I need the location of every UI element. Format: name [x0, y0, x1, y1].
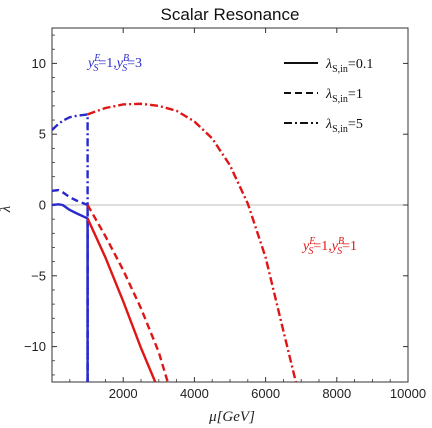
- x-axis-title: μ[GeV]: [208, 409, 255, 425]
- series-line-red-solid: [86, 217, 157, 382]
- x-tick-label: 10000: [390, 386, 426, 401]
- y-axis-title: λ: [0, 205, 14, 213]
- series-line-red-dashdot: [87, 102, 298, 382]
- legend-label: λS,in=0.1: [325, 57, 373, 75]
- y-tick-label: 0: [39, 198, 46, 213]
- y-tick-label: 10: [32, 56, 46, 71]
- x-tick-label: 2000: [109, 386, 138, 401]
- legend-label: λS,in=1: [325, 87, 363, 105]
- series-line-red-dashed: [86, 204, 169, 382]
- x-tick-label: 6000: [251, 386, 280, 401]
- series-line-blue-dashdot: [52, 113, 89, 382]
- y-tick-label: −5: [31, 268, 46, 283]
- x-tick-label: 8000: [322, 386, 351, 401]
- legend: λS,in=0.1 λS,in=1 λS,in=5: [284, 57, 373, 135]
- annotations: yE S=1,yB S=3 yE S=1,yB S=1: [86, 53, 357, 257]
- series-group: [52, 102, 298, 382]
- annotation-top-left: yE S=1,yB S=3: [86, 53, 142, 74]
- annotation-right: yE S=1,yB S=1: [301, 236, 357, 257]
- legend-label: λS,in=5: [325, 117, 363, 135]
- x-tick-label: 4000: [180, 386, 209, 401]
- plot-area: 2000 4000 6000 8000 10000 −10 −5 0 5 10: [24, 27, 426, 401]
- y-tick-label: −10: [24, 339, 46, 354]
- y-tick-label: 5: [39, 127, 46, 142]
- chart-title: Scalar Resonance: [161, 5, 300, 24]
